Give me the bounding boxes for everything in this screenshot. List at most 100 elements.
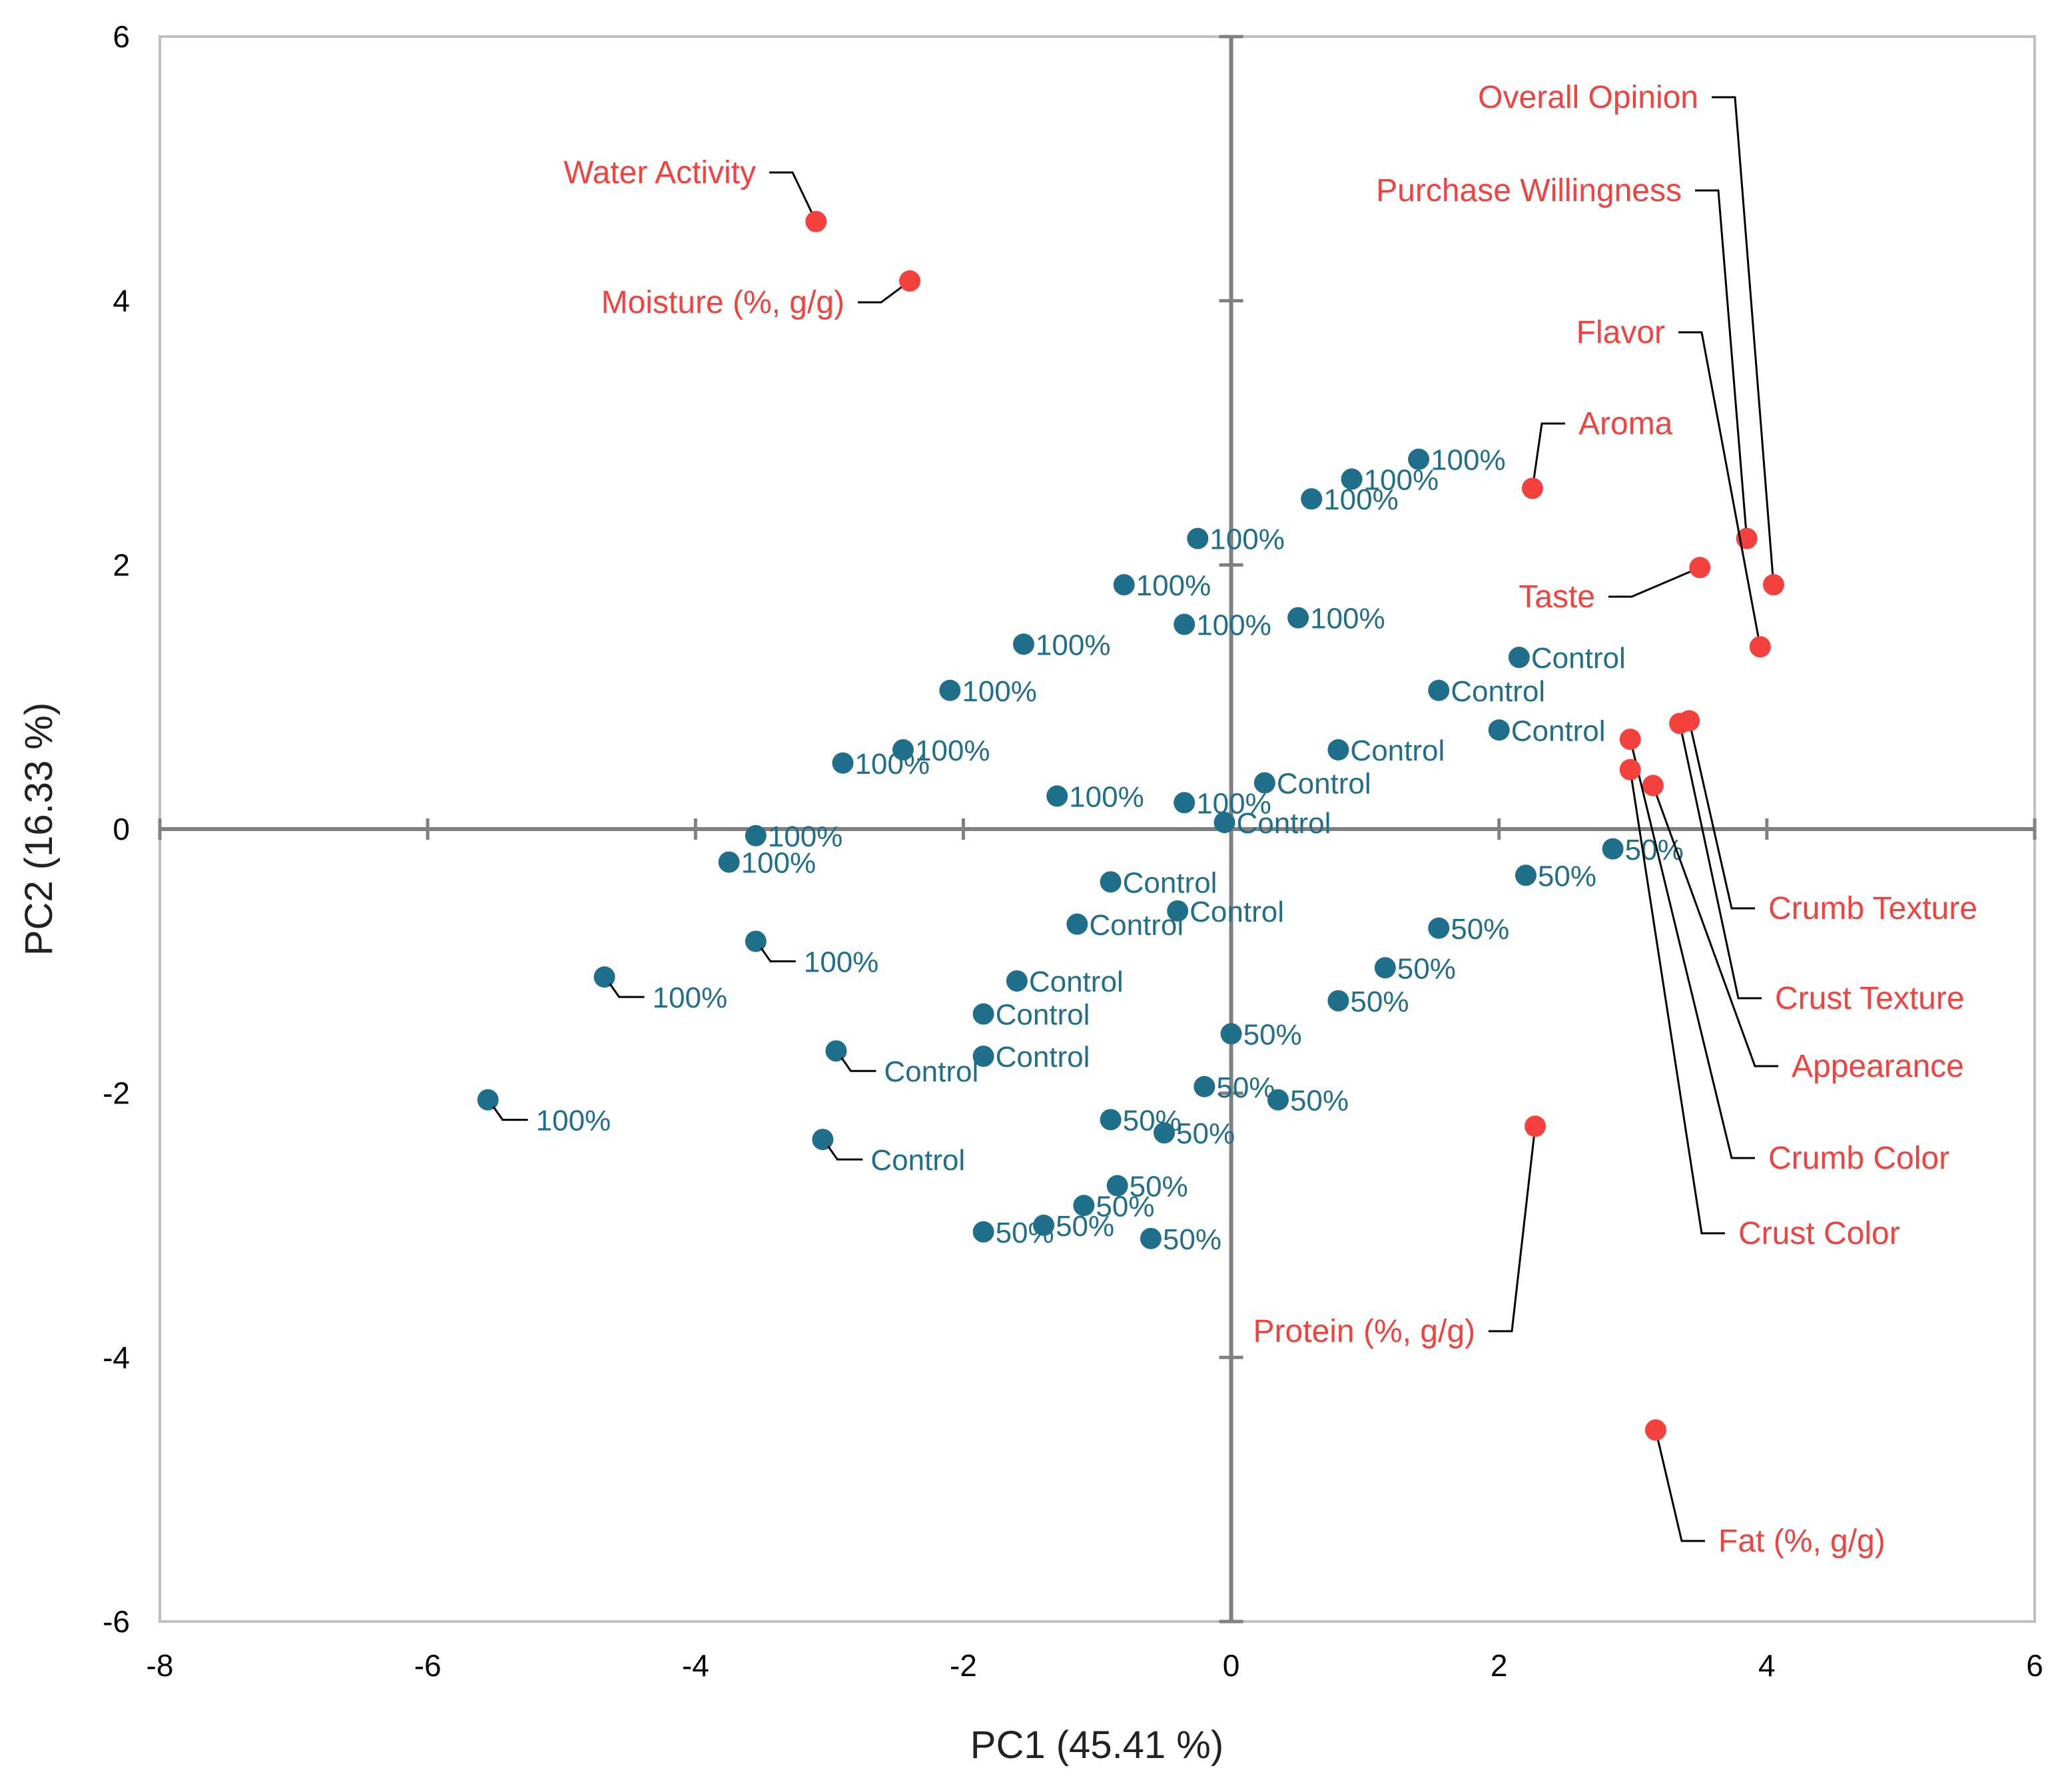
sample-point (1113, 574, 1135, 596)
sample-label: 50% (1163, 1223, 1221, 1256)
sample-leader (492, 1105, 528, 1121)
sample-point (1006, 970, 1028, 992)
y-tick-label: 4 (113, 284, 130, 318)
sample-label: 100% (1136, 569, 1211, 602)
variable-label: Water Activity (563, 155, 756, 190)
sample-point (825, 1040, 847, 1062)
variable-point (1642, 774, 1664, 796)
variable-point (1669, 713, 1691, 735)
sample-leader (760, 947, 796, 963)
sample-point (1428, 917, 1450, 939)
variable-label: Appearance (1792, 1049, 1964, 1084)
sample-point (1253, 772, 1275, 794)
variable-label: Flavor (1576, 315, 1665, 350)
sample-point (1508, 647, 1530, 669)
variable-point (899, 270, 920, 292)
sample-label: 50% (1350, 986, 1409, 1018)
variable-label: Overall Opinion (1478, 80, 1698, 115)
variable-point (1521, 477, 1543, 499)
x-tick-label: 6 (2026, 1648, 2043, 1683)
x-tick-label: 4 (1758, 1648, 1776, 1683)
sample-label: Control (884, 1055, 978, 1088)
variable-label: Protein (%, g/g) (1253, 1314, 1475, 1349)
sample-label: 100% (1036, 629, 1111, 661)
sample-point (1602, 838, 1624, 860)
variable-label: Moisture (%, g/g) (601, 285, 845, 320)
sample-label: 100% (855, 748, 930, 780)
variable-point (1689, 557, 1711, 579)
x-axis-title: PC1 (45.41 %) (970, 1723, 1223, 1767)
x-tick-label: -8 (147, 1648, 174, 1683)
sample-label: 100% (1364, 463, 1439, 496)
sample-point (812, 1129, 834, 1151)
variable-leader (1678, 331, 1762, 647)
sample-label: Control (1029, 966, 1124, 998)
sample-point (1174, 613, 1196, 635)
variable-label: Taste (1519, 579, 1595, 615)
sample-label: 100% (804, 946, 879, 979)
sample-point (1213, 812, 1235, 834)
variable-leader (1489, 1126, 1537, 1333)
sample-scores: 100%100%100%ControlControl100%100%100%10… (477, 444, 1684, 1256)
sample-point (1167, 900, 1189, 922)
variable-leader (1652, 785, 1778, 1067)
sample-point (1327, 739, 1349, 760)
sample-point (1106, 1175, 1128, 1197)
variable-leader (1688, 721, 1755, 910)
sample-point (1220, 1023, 1242, 1045)
sample-label: Control (1350, 735, 1445, 767)
x-tick-label: -6 (414, 1648, 442, 1683)
sample-point (1066, 913, 1088, 935)
sample-point (593, 966, 615, 988)
sample-point (1073, 1195, 1095, 1217)
sample-label: 100% (1323, 483, 1399, 516)
sample-label: 100% (653, 982, 728, 1014)
sample-label: Control (870, 1144, 965, 1177)
sample-point (745, 930, 767, 952)
sample-point (972, 1003, 994, 1025)
sample-label: Control (996, 1041, 1090, 1073)
variable-point (1762, 574, 1784, 596)
variable-point (1619, 729, 1641, 750)
variable-label: Aroma (1578, 406, 1673, 442)
variable-label: Fat (%, g/g) (1718, 1524, 1885, 1559)
sample-label: 100% (741, 847, 817, 880)
y-tick-label: -2 (103, 1076, 130, 1111)
sample-point (1046, 785, 1068, 807)
variable-point (805, 210, 827, 232)
variable-leader (1712, 96, 1775, 585)
sample-label: Control (1237, 807, 1331, 840)
sample-label: Control (996, 999, 1090, 1032)
sample-point (939, 679, 961, 701)
sample-label: 100% (962, 675, 1037, 708)
sample-leader (827, 1145, 863, 1161)
variable-leader (1695, 189, 1748, 539)
sample-label: 100% (536, 1105, 611, 1137)
sample-point (1187, 527, 1209, 549)
sample-label: Control (1277, 768, 1371, 800)
sample-label: 50% (1397, 952, 1456, 985)
sample-point (1341, 468, 1363, 490)
y-tick-label: -4 (103, 1340, 130, 1374)
variable-leader (769, 171, 817, 222)
sample-label: 50% (1130, 1171, 1188, 1203)
sample-label: 50% (1056, 1210, 1114, 1243)
sample-label: 50% (1290, 1085, 1349, 1117)
variable-leader (1629, 739, 1755, 1159)
sample-label: 100% (768, 820, 843, 853)
sample-point (1100, 871, 1122, 893)
axis-ticks: -8 -6 -4 -2 0 2 4 6 6 4 2 0 -2 -4 -6 (103, 19, 2043, 1683)
sample-label: 100% (1310, 603, 1385, 635)
sample-point (832, 752, 854, 774)
variable-leader (1531, 422, 1565, 489)
sample-label: 50% (1451, 913, 1509, 946)
sample-label: 50% (1243, 1018, 1302, 1051)
sample-point (1033, 1215, 1055, 1236)
sample-point (1140, 1227, 1162, 1249)
y-tick-label: -6 (103, 1604, 130, 1639)
sample-point (1515, 864, 1537, 886)
variable-point (1749, 636, 1771, 658)
sample-label: 50% (1538, 860, 1596, 892)
sample-point (1287, 607, 1309, 629)
